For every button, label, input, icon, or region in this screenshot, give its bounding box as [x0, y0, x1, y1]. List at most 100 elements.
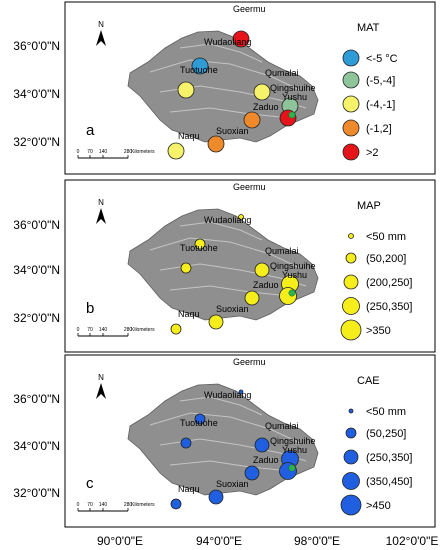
- station-marker: [170, 498, 182, 510]
- terrain-ridge: [169, 460, 291, 472]
- scale-bar-tick-label: 280: [124, 502, 133, 508]
- station-label: Naqu: [178, 484, 200, 494]
- legend-swatch: [343, 274, 359, 290]
- north-letter: N: [98, 20, 104, 29]
- station-label: Naqu: [178, 309, 200, 319]
- scale-bar-tick-label: 70: [87, 149, 93, 155]
- legend-swatch: [342, 119, 360, 137]
- legend: CAE <50 mm (50,250] (250,350] (350,450] >450: [340, 375, 412, 516]
- legend-swatch: [342, 143, 360, 161]
- station-marker: [238, 389, 244, 395]
- legend-title: CAE: [357, 375, 380, 387]
- legend-label: (250,350]: [366, 301, 412, 313]
- panel-frame: [64, 1, 436, 175]
- panel-frame: [64, 354, 436, 528]
- scale-bar-unit: Kilometers: [131, 327, 155, 333]
- terrain-ridge: [149, 412, 301, 444]
- station-label: Geermu: [233, 4, 266, 14]
- legend-title: MAP: [357, 200, 381, 212]
- station-label: Naqu: [178, 131, 200, 141]
- station-marker: [279, 287, 297, 305]
- station-marker: [170, 323, 182, 335]
- north-letter: N: [98, 198, 104, 207]
- station-marker: [244, 465, 260, 481]
- terrain-ridge: [149, 59, 301, 91]
- station-marker: [208, 314, 224, 330]
- station-marker: [194, 238, 206, 250]
- scale-bar-tick-label: 0: [77, 149, 80, 155]
- station-marker: [177, 81, 195, 99]
- legend-label: (-1,2]: [366, 123, 392, 135]
- legend-swatch: [345, 427, 357, 439]
- legend-swatch: [342, 472, 360, 490]
- stations: Geermu Wudaoliang Tuotuohe Qumalai Qingshuih…: [167, 4, 316, 160]
- north-arrow-icon: N: [96, 373, 106, 399]
- station-label: Wudaoliang: [204, 37, 251, 47]
- north-arrow-head: [96, 30, 106, 46]
- legend: MAP <50 mm (50,200] (200,250] (250,350] >350: [340, 200, 412, 341]
- station-label: Tuotuohe: [180, 65, 218, 75]
- legend-swatch: [348, 408, 354, 414]
- scale-bar-tick-label: 140: [99, 327, 108, 333]
- terrain-ridge: [169, 285, 291, 297]
- legend-label: (50,250]: [366, 428, 406, 440]
- station-label: Wudaoliang: [204, 390, 251, 400]
- station-label: Qumalai: [265, 246, 299, 256]
- lon-labels: 90°0'0"E 94°0'0"E 98°0'0"E 102°0'0"E: [97, 534, 438, 548]
- station-label: Qingshuihe: [270, 83, 316, 93]
- legend-label: (200,250]: [366, 277, 412, 289]
- scale-bar-tick-label: 70: [87, 327, 93, 333]
- scale-bar-tick-label: 280: [124, 327, 133, 333]
- yushu-marker: [288, 111, 296, 119]
- north-arrow-head: [96, 383, 106, 399]
- station-label: Tuotuohe: [180, 418, 218, 428]
- lat-label-36: 36°0'0"N: [13, 392, 60, 406]
- terrain-ridge: [149, 237, 301, 269]
- north-arrow-head: [96, 208, 106, 224]
- legend-label: (-4,-1]: [366, 99, 395, 111]
- lon-label-98: 98°0'0"E: [294, 534, 340, 548]
- legend-label: >450: [366, 500, 391, 512]
- lat-label-34: 34°0'0"N: [13, 87, 60, 101]
- station-label: Zaduo: [253, 455, 279, 465]
- station-marker: [167, 142, 185, 160]
- lon-label-94: 94°0'0"E: [196, 534, 242, 548]
- station-marker: [254, 437, 270, 453]
- station-label: Suoxian: [216, 479, 249, 489]
- station-marker: [243, 111, 261, 129]
- legend-swatch: [343, 449, 359, 465]
- lat-label-32: 32°0'0"N: [13, 486, 60, 500]
- station-label: Yushu: [282, 445, 307, 455]
- legend-label: (50,200]: [366, 253, 406, 265]
- station-label: Qingshuihe: [270, 261, 316, 271]
- legend-swatch: [342, 49, 360, 67]
- plateau-terrain: [127, 30, 319, 143]
- lon-label-102: 102°0'0"E: [386, 534, 439, 548]
- station-marker: [244, 290, 260, 306]
- legend-swatch: [340, 319, 362, 341]
- north-arrow-icon: N: [96, 198, 106, 224]
- scale-bar-tick-label: 70: [87, 502, 93, 508]
- stations: Geermu Wudaoliang Tuotuohe Qumalai Qingshuih…: [170, 357, 316, 510]
- station-label: Geermu: [233, 357, 266, 367]
- station-label: Qumalai: [265, 68, 299, 78]
- panel-letter: b: [86, 300, 94, 317]
- station-label: Zaduo: [253, 280, 279, 290]
- legend-swatch: [342, 71, 360, 89]
- legend-label: >350: [366, 325, 391, 337]
- lat-labels: 36°0'0"N 34°0'0"N 32°0'0"N 36°0'0"N 34°0…: [13, 39, 60, 500]
- scale-bar-tick-label: 0: [77, 327, 80, 333]
- station-marker: [238, 214, 244, 220]
- map-panels: N0 70 140 280KilometersGeermuWudaoliangTuot…: [64, 1, 436, 528]
- lat-label-34: 34°0'0"N: [13, 263, 60, 277]
- scale-bar-unit: Kilometers: [131, 149, 155, 155]
- legend: MAT <-5 °C (-5,-4] (-4,-1] (-1,2] >2: [342, 22, 398, 161]
- legend-label: >2: [366, 147, 379, 159]
- station-label: Geermu: [233, 182, 266, 192]
- lat-label-34: 34°0'0"N: [13, 439, 60, 453]
- station-marker: [232, 30, 250, 48]
